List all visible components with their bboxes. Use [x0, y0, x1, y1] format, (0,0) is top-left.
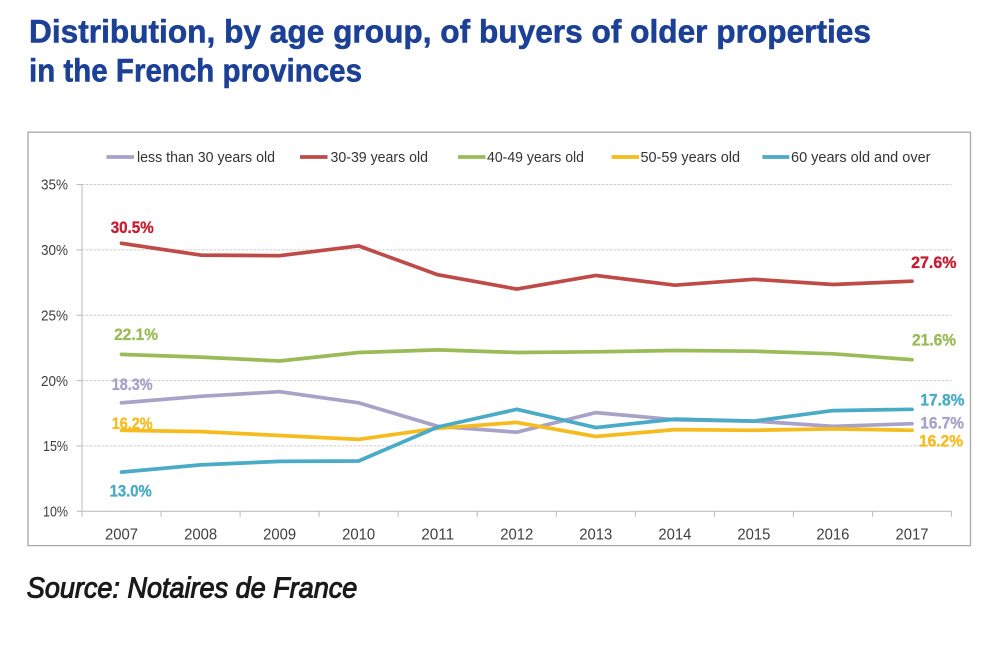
- svg-text:25%: 25%: [41, 308, 68, 325]
- svg-text:2007: 2007: [105, 526, 138, 543]
- svg-text:22.1%: 22.1%: [114, 325, 158, 344]
- svg-text:50-59 years old: 50-59 years old: [641, 149, 741, 166]
- svg-text:2015: 2015: [737, 526, 770, 543]
- svg-text:Source: Notaires de France: Source: Notaires de France: [27, 572, 358, 604]
- svg-text:40-49 years old: 40-49 years old: [487, 149, 584, 166]
- svg-text:30-39 years old: 30-39 years old: [331, 149, 429, 166]
- svg-text:17.8%: 17.8%: [920, 391, 964, 410]
- svg-text:18.3%: 18.3%: [112, 375, 153, 394]
- svg-text:in the French provinces: in the French provinces: [29, 53, 362, 89]
- svg-text:30.5%: 30.5%: [111, 218, 154, 237]
- svg-text:60 years old and over: 60 years old and over: [791, 149, 931, 166]
- svg-text:2010: 2010: [342, 526, 375, 543]
- svg-text:21.6%: 21.6%: [912, 331, 956, 350]
- svg-text:27.6%: 27.6%: [911, 253, 956, 272]
- svg-text:Distribution, by age group, of: Distribution, by age group, of buyers of…: [29, 13, 871, 49]
- svg-text:less than 30 years old: less than 30 years old: [137, 149, 275, 166]
- svg-text:2012: 2012: [500, 526, 533, 543]
- svg-text:2016: 2016: [816, 526, 849, 543]
- svg-text:2014: 2014: [658, 526, 691, 543]
- svg-text:16.2%: 16.2%: [919, 432, 963, 451]
- svg-text:35%: 35%: [41, 177, 68, 194]
- svg-text:2013: 2013: [579, 526, 612, 543]
- svg-text:2017: 2017: [896, 526, 929, 543]
- svg-text:2008: 2008: [184, 526, 217, 543]
- svg-text:20%: 20%: [41, 373, 68, 390]
- svg-text:16.2%: 16.2%: [112, 414, 153, 433]
- svg-text:15%: 15%: [43, 438, 68, 455]
- svg-text:13.0%: 13.0%: [110, 482, 152, 501]
- svg-text:30%: 30%: [41, 242, 68, 259]
- svg-text:10%: 10%: [43, 504, 68, 521]
- svg-text:2009: 2009: [263, 526, 296, 543]
- svg-text:2011: 2011: [421, 526, 454, 543]
- svg-text:16.7%: 16.7%: [920, 413, 964, 432]
